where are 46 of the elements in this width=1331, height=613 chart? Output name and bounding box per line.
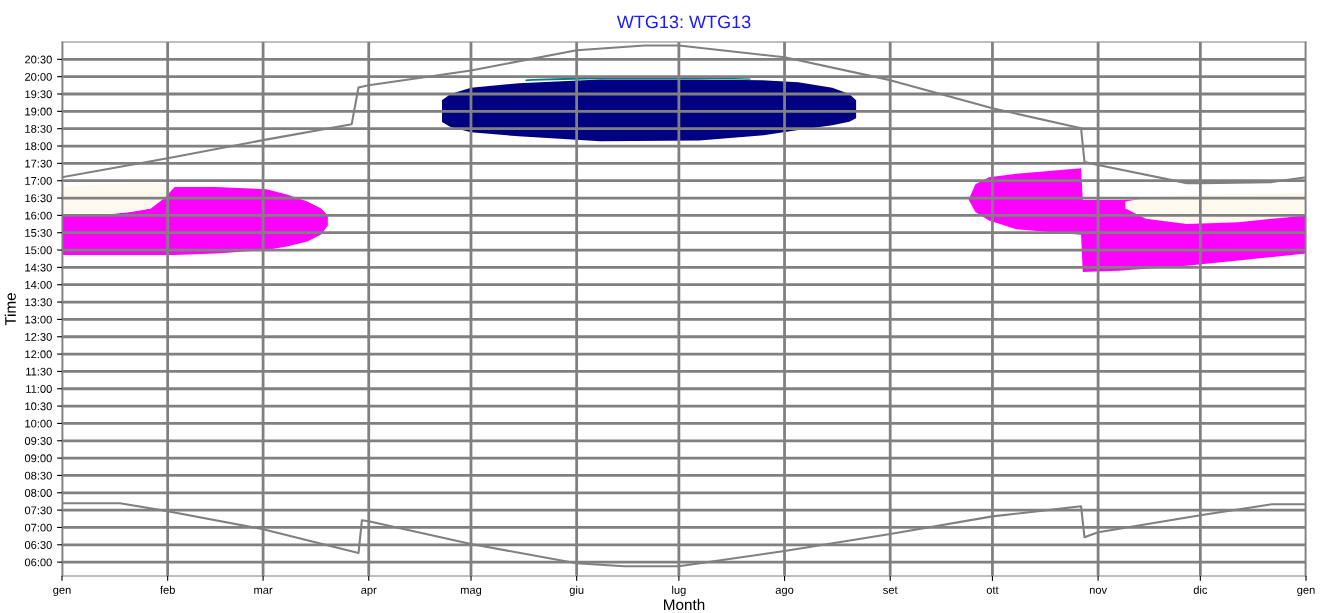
x-tick-label: giu — [569, 585, 584, 597]
x-axis-title: Month — [664, 598, 705, 611]
y-tick-label: 08:00 — [24, 489, 52, 497]
y-tick-label: 13:00 — [25, 315, 52, 324]
y-tick-label: 18:30 — [25, 124, 52, 133]
x-tick-label: mag — [460, 587, 482, 597]
y-tick-label: 17:30 — [25, 159, 52, 168]
x-tick-label: ago — [775, 587, 794, 597]
x-tick-label: feb — [160, 585, 175, 594]
chart-title: WTG13: WTG13 — [616, 15, 751, 29]
y-tick-label: 20:00 — [25, 72, 52, 81]
x-tick-label: lug — [672, 585, 686, 597]
y-tick-label: 06:00 — [24, 558, 52, 567]
y-tick-label: 14:30 — [25, 263, 52, 272]
x-tick-label: apr — [361, 587, 377, 597]
y-tick-label: 06:30 — [24, 541, 52, 549]
y-tick-label: 15:00 — [25, 246, 52, 255]
y-tick-label: 14:00 — [25, 280, 52, 289]
y-tick-label: 16:00 — [25, 211, 52, 220]
y-axis-title: Time — [4, 292, 16, 326]
y-tick-label: 10:00 — [25, 419, 52, 428]
x-tick-label: gen — [1297, 587, 1315, 597]
x-tick-label: ott — [986, 586, 999, 594]
y-tick-label: 07:00 — [24, 523, 52, 532]
y-tick-label: 09:30 — [24, 437, 52, 445]
y-tick-label: 07:30 — [24, 506, 52, 515]
y-tick-label: 18:00 — [25, 142, 52, 151]
y-tick-label: 11:30 — [26, 367, 52, 376]
y-tick-label: 12:00 — [25, 350, 52, 359]
x-tick-label: nov — [1089, 587, 1108, 594]
x-tick-label: dic — [1193, 585, 1208, 594]
x-tick-label: mar — [254, 587, 273, 594]
x-tick-label: set — [883, 586, 898, 594]
y-tick-label: 19:00 — [25, 107, 52, 116]
y-tick-label: 20:30 — [25, 55, 52, 64]
y-tick-label: 16:30 — [25, 194, 52, 203]
y-tick-label: 08:30 — [24, 471, 52, 480]
y-tick-label: 13:30 — [25, 298, 52, 307]
x-tick-label: gen — [53, 587, 71, 597]
y-tick-label: 10:30 — [25, 402, 52, 411]
y-tick-label: 19:30 — [25, 90, 52, 99]
y-tick-label: 17:00 — [25, 176, 52, 185]
y-tick-label: 12:30 — [25, 333, 52, 341]
y-tick-label: 09:00 — [24, 454, 52, 463]
y-tick-label: 15:30 — [25, 228, 52, 237]
y-tick-label: 11:00 — [26, 385, 52, 393]
